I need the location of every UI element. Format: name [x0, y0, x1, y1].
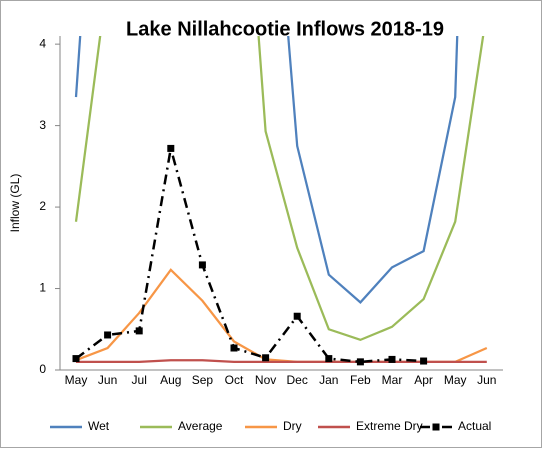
x-tick-label: Mar [382, 373, 403, 387]
data-marker [356, 358, 364, 366]
x-tick-label: Sep [192, 373, 214, 387]
data-marker [104, 331, 112, 339]
x-tick-label: Jun [477, 373, 496, 387]
legend-marker [432, 423, 440, 431]
x-tick-label: May [65, 373, 88, 387]
legend-label: Wet [88, 419, 110, 433]
series-line [75, 148, 424, 364]
y-axis-label: Inflow (GL) [8, 174, 22, 233]
x-tick-label: Feb [350, 373, 371, 387]
series-line [76, 359, 487, 363]
y-tick-label: 2 [39, 199, 46, 213]
data-marker [420, 357, 428, 365]
data-marker [388, 355, 396, 363]
data-marker [72, 355, 80, 363]
x-tick-label: Aug [160, 373, 181, 387]
x-tick-label: Jun [98, 373, 117, 387]
plot-area [72, 36, 488, 366]
data-marker [167, 144, 175, 152]
x-tick-label: Apr [414, 373, 433, 387]
y-tick-label: 3 [39, 118, 46, 132]
data-marker [293, 312, 301, 320]
data-marker [325, 355, 333, 363]
x-tick-label: Jan [319, 373, 338, 387]
x-tick-label: Dec [287, 373, 308, 387]
legend-label: Dry [283, 419, 302, 433]
y-tick-label: 0 [39, 362, 46, 376]
legend-label: Average [178, 419, 223, 433]
x-tick-label: Nov [255, 373, 276, 387]
data-marker [230, 344, 238, 352]
x-tick-label: Jul [132, 373, 147, 387]
x-tick-label: May [444, 373, 467, 387]
data-marker [135, 327, 143, 335]
chart-title: Lake Nillahcootie Inflows 2018-19 [126, 18, 444, 40]
legend-label: Extreme Dry [356, 419, 423, 433]
series-line [74, 36, 459, 304]
y-tick-label: 1 [39, 281, 46, 295]
x-tick-label: Oct [225, 373, 244, 387]
y-tick-label: 4 [39, 36, 46, 50]
data-marker [262, 354, 270, 362]
legend-label: Actual [458, 419, 491, 433]
data-marker [198, 261, 206, 269]
series-line [74, 36, 485, 342]
